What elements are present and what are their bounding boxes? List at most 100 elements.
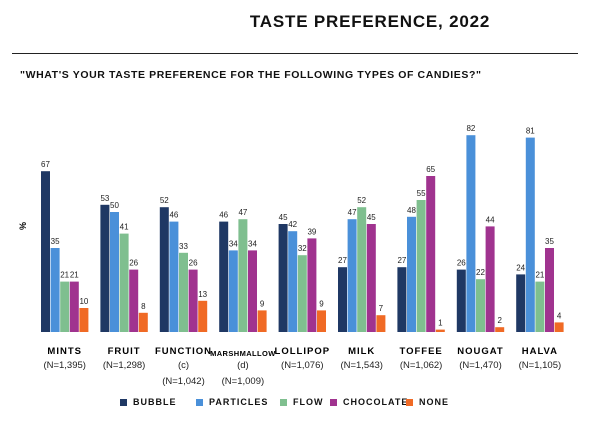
bar-chocolate-mints — [69, 281, 79, 332]
x-tick-label: HALVA — [522, 346, 558, 357]
x-tick-sublabel: (N=1,298) — [103, 360, 146, 371]
data-label: 7 — [379, 304, 384, 313]
bar-chocolate-toffee — [426, 176, 436, 332]
data-label: 35 — [545, 237, 554, 246]
x-tick-sublabel: (N=1,470) — [459, 360, 502, 371]
bar-none-halva — [554, 322, 564, 332]
data-label: 55 — [417, 189, 426, 198]
data-label: 46 — [219, 211, 228, 220]
bar-particles-nougat — [466, 135, 476, 332]
bar-none-toffee — [435, 329, 445, 332]
legend-label: FLOW — [293, 397, 324, 407]
bar-chocolate-marshmallow — [248, 250, 257, 332]
data-label: 45 — [367, 213, 376, 222]
bar-chocolate-fruit — [129, 269, 139, 332]
bar-none-fruit — [138, 312, 148, 332]
data-label: 52 — [357, 196, 366, 205]
legend-label: PARTICLES — [209, 397, 269, 407]
x-tick-label: MILK — [348, 346, 375, 357]
legend-item-none: NONE — [406, 397, 449, 407]
data-label: 27 — [338, 256, 347, 265]
legend-swatch — [196, 398, 203, 406]
data-label: 46 — [169, 211, 178, 220]
data-label: 33 — [179, 242, 188, 251]
legend-item-bubble: BUBBLE — [120, 397, 177, 407]
x-tick-label: LOLLIPOP — [275, 346, 331, 357]
bar-none-milk — [376, 315, 386, 332]
bar-bubble-fruit — [100, 204, 110, 332]
data-label: 34 — [248, 239, 257, 248]
bar-none-function — [198, 300, 208, 332]
bar-flow-halva — [535, 281, 545, 332]
data-label: 47 — [348, 208, 357, 217]
data-label: 13 — [198, 290, 207, 299]
data-label: 10 — [79, 297, 88, 306]
data-label: 9 — [260, 299, 265, 308]
chart-subtitle: "WHAT'S YOUR TASTE PREFERENCE FOR THE FO… — [20, 69, 482, 81]
legend-item-chocolate: CHOCOLATE — [330, 397, 408, 407]
data-label: 9 — [319, 299, 324, 308]
x-tick-label: FUNCTION — [155, 346, 212, 357]
data-label: 53 — [100, 194, 109, 203]
data-label: 26 — [457, 259, 466, 268]
x-tick-label: NOUGAT — [457, 346, 503, 357]
legend-label: NONE — [419, 397, 450, 407]
bar-flow-nougat — [476, 279, 485, 332]
legend-swatch — [120, 398, 127, 406]
x-tick-sublabel: (c) — [178, 360, 189, 371]
bar-chocolate-nougat — [485, 226, 495, 332]
bar-flow-toffee — [416, 200, 426, 332]
bar-particles-function — [169, 221, 179, 332]
x-tick-label: FRUIT — [108, 346, 141, 357]
x-tick-label: MARSHMALLOW — [210, 349, 276, 358]
x-tick-sublabel: (N=1,076) — [281, 360, 324, 371]
data-label: 81 — [526, 127, 535, 136]
bar-none-marshmallow — [257, 310, 267, 332]
x-tick-sublabel: (d) — [237, 360, 249, 371]
legend-item-flow: FLOW — [280, 397, 324, 407]
data-label: 32 — [298, 244, 307, 253]
y-axis-label: % — [18, 222, 28, 230]
data-label: 48 — [407, 206, 416, 215]
bar-bubble-halva — [516, 274, 526, 332]
data-label: 34 — [229, 239, 238, 248]
bar-none-mints — [79, 308, 89, 332]
bar-bubble-toffee — [397, 267, 407, 332]
data-label: 50 — [110, 201, 119, 210]
data-label: 82 — [466, 124, 475, 133]
legend-swatch — [280, 398, 287, 406]
legend-label: BUBBLE — [133, 397, 177, 407]
bar-particles-fruit — [110, 212, 119, 332]
title-divider — [12, 53, 578, 54]
data-label: 8 — [141, 302, 146, 311]
data-label: 4 — [557, 311, 562, 320]
x-tick-extra-label: (N=1,009) — [222, 376, 265, 387]
data-label: 2 — [497, 316, 502, 325]
data-label: 21 — [535, 271, 544, 280]
bar-particles-milk — [347, 219, 357, 332]
data-label: 27 — [397, 256, 406, 265]
data-label: 26 — [129, 259, 138, 268]
bar-none-lollipop — [317, 310, 326, 332]
bar-flow-lollipop — [297, 255, 307, 332]
bar-chocolate-milk — [366, 224, 376, 332]
x-tick-sublabel: (N=1,062) — [400, 360, 443, 371]
data-label: 67 — [41, 160, 50, 169]
bar-flow-mints — [60, 281, 70, 332]
data-label: 1 — [438, 319, 443, 328]
x-tick-sublabel: (N=1,105) — [519, 360, 562, 371]
data-label: 47 — [238, 208, 247, 217]
bar-bubble-milk — [338, 267, 347, 332]
legend-label: CHOCOLATE — [343, 397, 409, 407]
data-label: 41 — [120, 223, 129, 232]
data-label: 35 — [51, 237, 60, 246]
data-label: 22 — [476, 268, 485, 277]
bar-particles-marshmallow — [228, 250, 238, 332]
bar-bubble-mints — [41, 171, 50, 332]
x-tick-label: TOFFEE — [399, 346, 442, 357]
bar-chocolate-lollipop — [307, 238, 317, 332]
legend-item-particles: PARTICLES — [196, 397, 268, 407]
bar-bubble-marshmallow — [219, 221, 229, 332]
data-label: 52 — [160, 196, 169, 205]
